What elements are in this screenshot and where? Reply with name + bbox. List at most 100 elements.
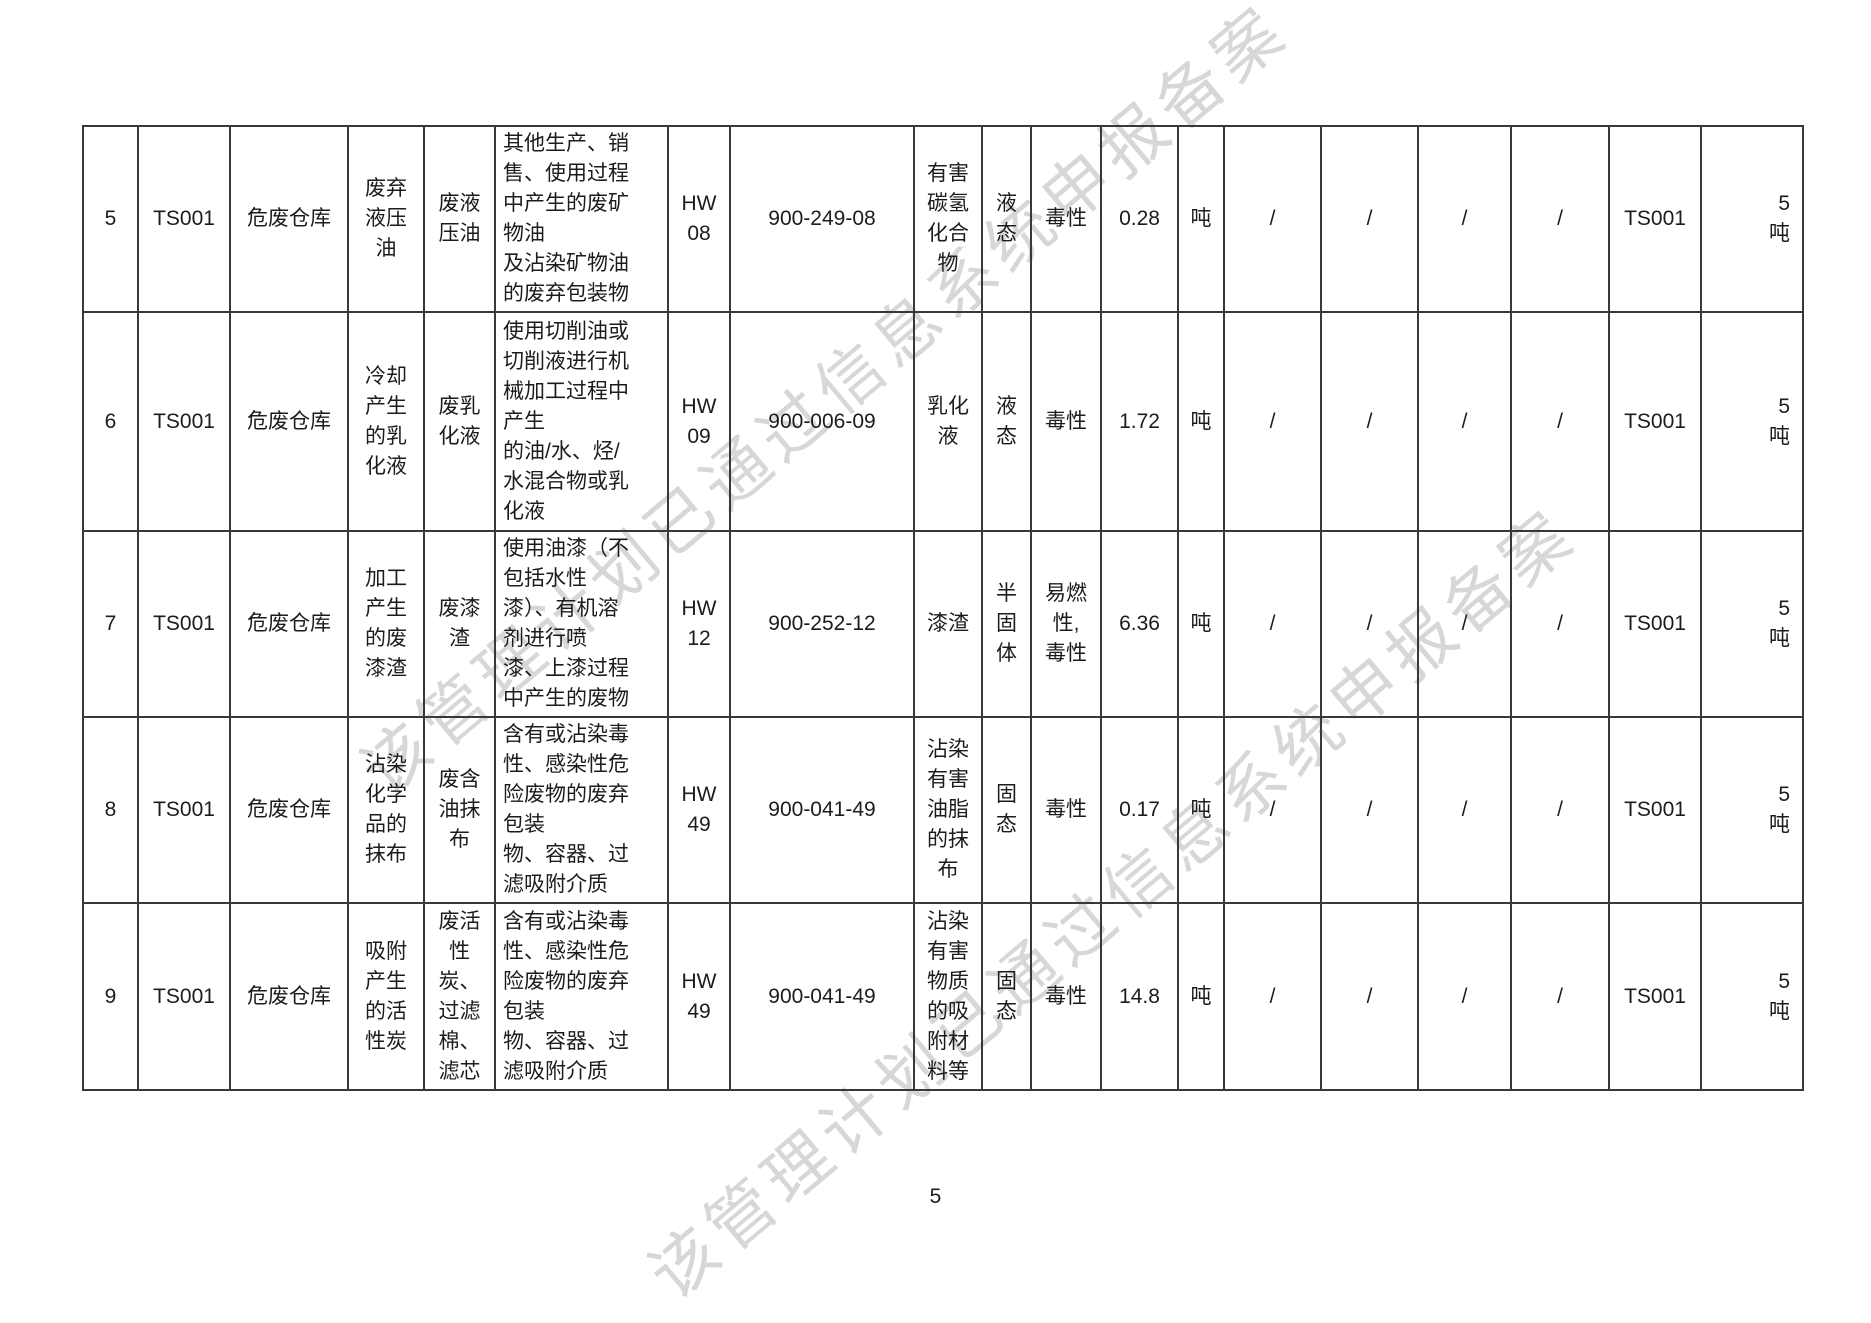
cell-storage-code: TS001 bbox=[1608, 530, 1702, 718]
cell-f14: / bbox=[1223, 311, 1322, 532]
cell-location: 危废仓库 bbox=[229, 716, 349, 904]
cell-hazard-property: 毒性 bbox=[1030, 716, 1102, 904]
cell-unit: 吨 bbox=[1177, 902, 1225, 1091]
cell-f15: / bbox=[1320, 530, 1419, 718]
cell-f14: / bbox=[1223, 716, 1322, 904]
cell-unit-code: TS001 bbox=[137, 125, 231, 313]
cell-waste-name: 废弃 液压 油 bbox=[347, 125, 425, 313]
cell-f16: / bbox=[1417, 902, 1512, 1091]
cell-storage-capacity: 5 吨 bbox=[1700, 716, 1804, 904]
cell-physical-state: 半 固 体 bbox=[981, 530, 1032, 718]
cell-waste-code: 900-006-09 bbox=[729, 311, 915, 532]
cell-unit-code: TS001 bbox=[137, 311, 231, 532]
cell-source-description: 含有或沾染毒 性、感染性危 险废物的废弃 包装 物、容器、过 滤吸附介质 bbox=[494, 902, 669, 1091]
cell-physical-state: 液 态 bbox=[981, 125, 1032, 313]
cell-waste-short-name: 废漆 渣 bbox=[423, 530, 496, 718]
cell-harmful-component: 漆渣 bbox=[913, 530, 983, 718]
cell-storage-code: TS001 bbox=[1608, 125, 1702, 313]
cell-waste-short-name: 废乳 化液 bbox=[423, 311, 496, 532]
cell-location: 危废仓库 bbox=[229, 902, 349, 1091]
table-row: 7 TS001 危废仓库 加工 产生 的废 漆渣 废漆 渣使用油漆（不 包括水性 漆）、… bbox=[82, 530, 1804, 718]
cell-hw-category: HW 49 bbox=[667, 716, 731, 904]
table-row: 5 TS001 危废仓库 废弃 液压 油废液 压油 其他生产、销 售、使用过程 中产生的… bbox=[82, 125, 1804, 313]
cell-f16: / bbox=[1417, 530, 1512, 718]
cell-source-description: 含有或沾染毒 性、感染性危 险废物的废弃 包装 物、容器、过 滤吸附介质 bbox=[494, 716, 669, 904]
table-row: 9 TS001 危废仓库 吸附 产生 的活 性炭 废活 性 炭、 过滤 棉、 滤芯 含有或… bbox=[82, 902, 1804, 1091]
cell-hazard-property: 毒性 bbox=[1030, 311, 1102, 532]
cell-hw-category: HW 09 bbox=[667, 311, 731, 532]
cell-waste-code: 900-041-49 bbox=[729, 716, 915, 904]
cell-f16: / bbox=[1417, 311, 1512, 532]
cell-source-description: 使用切削油或 切削液进行机 械加工过程中 产生 的油/水、烃/ 水混合物或乳 化… bbox=[494, 311, 669, 532]
cell-amount: 6.36 bbox=[1100, 530, 1179, 718]
cell-physical-state: 固 态 bbox=[981, 902, 1032, 1091]
cell-storage-capacity: 5 吨 bbox=[1700, 125, 1804, 313]
cell-storage-code: TS001 bbox=[1608, 902, 1702, 1091]
cell-harmful-component: 沾染 有害 油脂 的抹 布 bbox=[913, 716, 983, 904]
cell-no: 7 bbox=[82, 530, 139, 718]
cell-amount: 1.72 bbox=[1100, 311, 1179, 532]
cell-f16: / bbox=[1417, 716, 1512, 904]
cell-storage-capacity: 5 吨 bbox=[1700, 311, 1804, 532]
cell-hazard-property: 毒性 bbox=[1030, 902, 1102, 1091]
cell-waste-name: 沾染 化学 品的 抹布 bbox=[347, 716, 425, 904]
page-number: 5 bbox=[929, 1185, 942, 1208]
cell-amount: 14.8 bbox=[1100, 902, 1179, 1091]
table-row: 6 TS001 危废仓库 冷却 产生 的乳 化液 废乳 化液 使用切削油或 切削液进行机 … bbox=[82, 311, 1804, 532]
cell-harmful-component: 沾染 有害 物质 的吸 附材 料等 bbox=[913, 902, 983, 1091]
cell-f15: / bbox=[1320, 311, 1419, 532]
cell-f17: / bbox=[1510, 530, 1610, 718]
cell-unit: 吨 bbox=[1177, 125, 1225, 313]
cell-f17: / bbox=[1510, 902, 1610, 1091]
cell-waste-short-name: 废液 压油 bbox=[423, 125, 496, 313]
cell-hazard-property: 易燃 性, 毒性 bbox=[1030, 530, 1102, 718]
cell-waste-code: 900-249-08 bbox=[729, 125, 915, 313]
cell-f15: / bbox=[1320, 902, 1419, 1091]
cell-waste-short-name: 废含 油抹 布 bbox=[423, 716, 496, 904]
cell-physical-state: 液 态 bbox=[981, 311, 1032, 532]
cell-source-description: 其他生产、销 售、使用过程 中产生的废矿 物油 及沾染矿物油 的废弃包装物 bbox=[494, 125, 669, 313]
hazardous-waste-table: 5 TS001 危废仓库 废弃 液压 油废液 压油 其他生产、销 售、使用过程 中产生的… bbox=[82, 125, 1804, 1091]
cell-source-description: 使用油漆（不 包括水性 漆）、有机溶 剂进行喷 漆、上漆过程 中产生的废物 bbox=[494, 530, 669, 718]
cell-f14: / bbox=[1223, 125, 1322, 313]
cell-physical-state: 固 态 bbox=[981, 716, 1032, 904]
cell-unit: 吨 bbox=[1177, 530, 1225, 718]
cell-amount: 0.17 bbox=[1100, 716, 1179, 904]
cell-no: 8 bbox=[82, 716, 139, 904]
cell-f17: / bbox=[1510, 125, 1610, 313]
cell-waste-name: 冷却 产生 的乳 化液 bbox=[347, 311, 425, 532]
cell-location: 危废仓库 bbox=[229, 530, 349, 718]
table-row: 8 TS001 危废仓库 沾染 化学 品的 抹布 废含 油抹 布含有或沾染毒 性、感染性… bbox=[82, 716, 1804, 904]
cell-waste-code: 900-041-49 bbox=[729, 902, 915, 1091]
cell-amount: 0.28 bbox=[1100, 125, 1179, 313]
cell-no: 9 bbox=[82, 902, 139, 1091]
cell-harmful-component: 有害 碳氢 化合 物 bbox=[913, 125, 983, 313]
cell-unit: 吨 bbox=[1177, 311, 1225, 532]
cell-f17: / bbox=[1510, 311, 1610, 532]
cell-storage-capacity: 5 吨 bbox=[1700, 530, 1804, 718]
cell-storage-code: TS001 bbox=[1608, 716, 1702, 904]
cell-unit-code: TS001 bbox=[137, 716, 231, 904]
cell-waste-name: 吸附 产生 的活 性炭 bbox=[347, 902, 425, 1091]
cell-f15: / bbox=[1320, 716, 1419, 904]
cell-harmful-component: 乳化 液 bbox=[913, 311, 983, 532]
cell-f17: / bbox=[1510, 716, 1610, 904]
cell-storage-code: TS001 bbox=[1608, 311, 1702, 532]
cell-waste-code: 900-252-12 bbox=[729, 530, 915, 718]
cell-hw-category: HW 49 bbox=[667, 902, 731, 1091]
cell-f16: / bbox=[1417, 125, 1512, 313]
cell-storage-capacity: 5 吨 bbox=[1700, 902, 1804, 1091]
cell-location: 危废仓库 bbox=[229, 311, 349, 532]
cell-f15: / bbox=[1320, 125, 1419, 313]
cell-hw-category: HW 08 bbox=[667, 125, 731, 313]
cell-f14: / bbox=[1223, 902, 1322, 1091]
cell-hazard-property: 毒性 bbox=[1030, 125, 1102, 313]
cell-no: 6 bbox=[82, 311, 139, 532]
cell-waste-name: 加工 产生 的废 漆渣 bbox=[347, 530, 425, 718]
cell-location: 危废仓库 bbox=[229, 125, 349, 313]
cell-f14: / bbox=[1223, 530, 1322, 718]
cell-unit: 吨 bbox=[1177, 716, 1225, 904]
cell-unit-code: TS001 bbox=[137, 902, 231, 1091]
cell-hw-category: HW 12 bbox=[667, 530, 731, 718]
cell-waste-short-name: 废活 性 炭、 过滤 棉、 滤芯 bbox=[423, 902, 496, 1091]
